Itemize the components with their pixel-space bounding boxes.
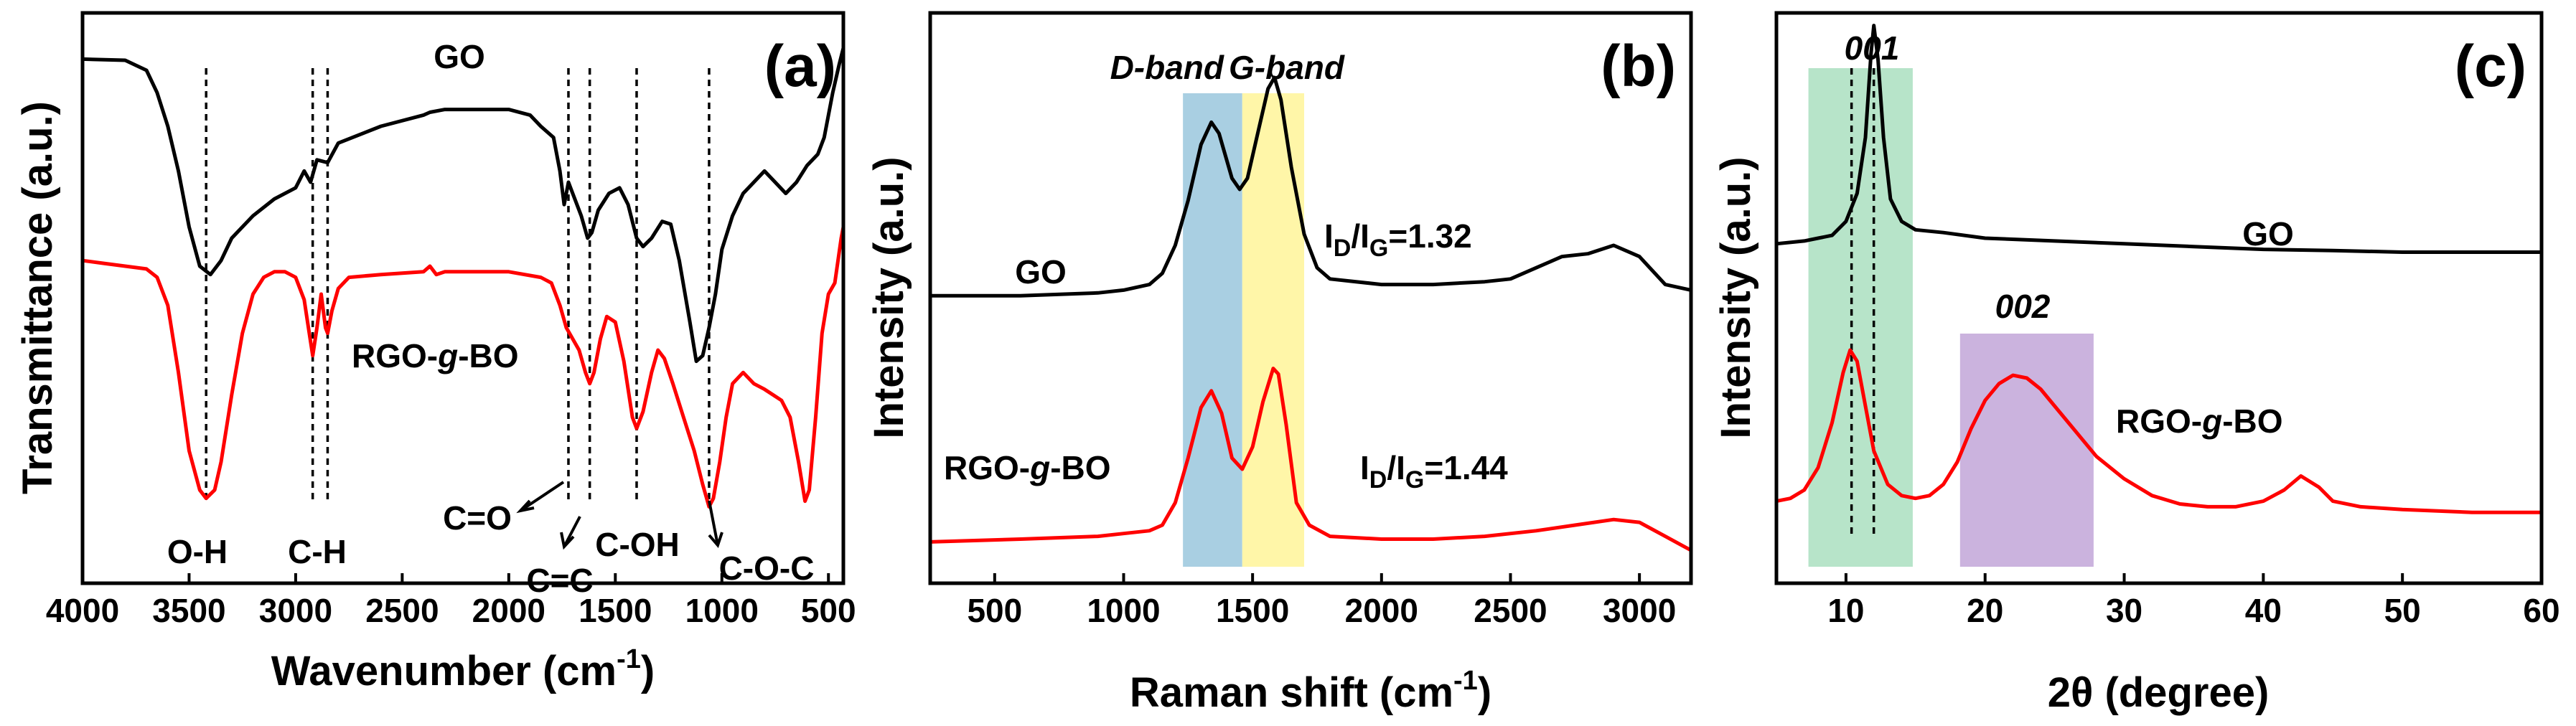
panel-c-rgo-label: RGO-g-BO [2116,402,2283,440]
panel-b-tick-label: 3000 [1603,592,1676,629]
panel-c-label: (c) [2455,34,2526,99]
panel-c-002-label: 002 [1995,288,2051,325]
panel-c-go-label: GO [2242,215,2294,253]
arrow-co [519,481,565,512]
panel-a-coh-label: C-OH [595,526,680,563]
panel-b-go-label: GO [1015,253,1067,291]
panel-a-cc-label: C=C [526,562,593,599]
panel-c-tick-label: 10 [1827,592,1864,629]
panel-b-d-band-shade [1183,93,1242,567]
panel-a-tick-label: 1000 [685,592,759,629]
panel-a-xlabel: Wavenumber (cm-1) [271,644,655,694]
panel-b-tick-label: 1500 [1216,592,1289,629]
panel-c-ylabel: Intensity (a.u.) [1713,156,1759,438]
arrow-coc [708,500,719,546]
panel-a-series-go-line [80,46,846,364]
panel-c-x-ticks: 10 20 30 40 50 60 [1827,573,2560,629]
panel-a-go-label: GO [434,38,485,75]
panel-c-series-go-line [1774,24,2544,254]
panel-c-series-rgo-g-bo-line [1774,348,2544,514]
panel-c-shaded-bands [1808,68,2094,567]
panel-b-tick-label: 1000 [1087,592,1160,629]
panel-c-curves [1774,24,2544,514]
panel-b-tick-label: 2000 [1345,592,1418,629]
panel-a-ylabel: Transmittance (a.u.) [14,101,61,494]
panel-a-tick-label: 2500 [365,592,439,629]
panel-a-rgo-label: RGO-g-BO [352,337,519,374]
panel-b-series-rgo-g-bo-line [928,367,1693,552]
panel-a-ch-label: C-H [288,533,347,570]
panel-a-tick-label: 3000 [259,592,332,629]
panel-a-tick-label: 1500 [579,592,652,629]
panel-c-tick-label: 40 [2245,592,2282,629]
panel-b-rgo-label: RGO-g-BO [944,449,1111,486]
panel-a-ftir: 4000 3500 3000 2500 2000 1500 1000 500 (a) GO R… [14,11,856,694]
panel-c-xrd: 10 20 30 40 50 60 (c) 001 002 GO RGO-g-BO 2θ … [1713,11,2560,716]
panel-b-shaded-bands [1183,93,1305,567]
panel-c-frame [1774,11,2544,585]
panel-a-reference-lines [205,68,711,502]
panel-b-series-go-line [928,75,1693,298]
panel-b-label: (b) [1601,34,1676,99]
arrow-co-head [516,499,535,514]
panel-c-tick-label: 60 [2523,592,2559,629]
ratio-rgo-value: 1.44 [1443,449,1508,486]
panel-b-frame [928,11,1693,585]
panel-b-tick-label: 500 [967,592,1022,629]
panel-b-ratio-go: ID/IG=1.32 [1324,217,1472,262]
panel-c-xlabel: 2θ (degree) [2048,669,2270,716]
panel-a-curves [80,46,846,509]
ratio-go-value: 1.32 [1408,217,1472,255]
panel-c-001-label: 001 [1845,29,1900,67]
panel-b-ratio-rgo: ID/IG=1.44 [1360,449,1508,494]
panel-b-g-band-label: G-band [1229,49,1345,86]
panel-b-d-band-label: D-band [1110,49,1224,86]
panel-a-oh-label: O-H [167,533,228,570]
panel-b-x-ticks: 500 1000 1500 2000 2500 3000 [967,573,1676,629]
panel-c-reference-lines [1850,68,1875,534]
panel-a-label: (a) [764,34,836,99]
panel-c-tick-label: 30 [2106,592,2142,629]
arrow-coc-head [708,532,723,548]
panel-a-co-label: C=O [443,499,512,537]
panel-b-xlabel: Raman shift (cm-1) [1130,666,1491,716]
panel-c-002-shade [1959,334,2094,567]
panel-a-series-rgo-g-bo-line [80,225,846,509]
panel-c-001-shade [1808,68,1913,567]
panel-a-tick-label: 2000 [472,592,545,629]
panel-a-annotation-arrows [516,481,723,550]
panel-b-curves [928,75,1693,552]
panel-b-raman: 500 1000 1500 2000 2500 3000 (b) D-band G-ban… [866,11,1693,716]
arrow-cc [563,516,581,547]
panel-b-tick-label: 2500 [1474,592,1547,629]
panel-a-tick-label: 500 [801,592,856,629]
panel-a-frame [80,11,846,585]
arrow-cc-head [560,532,575,550]
panel-a-x-ticks: 4000 3500 3000 2500 2000 1500 1000 500 [46,573,856,629]
panel-c-tick-label: 50 [2384,592,2421,629]
panel-b-ylabel: Intensity (a.u.) [866,156,912,438]
panel-a-tick-label: 4000 [46,592,119,629]
panel-c-tick-label: 20 [1967,592,2003,629]
panel-a-tick-label: 3500 [152,592,225,629]
panel-a-coc-label: C-O-C [719,550,815,587]
